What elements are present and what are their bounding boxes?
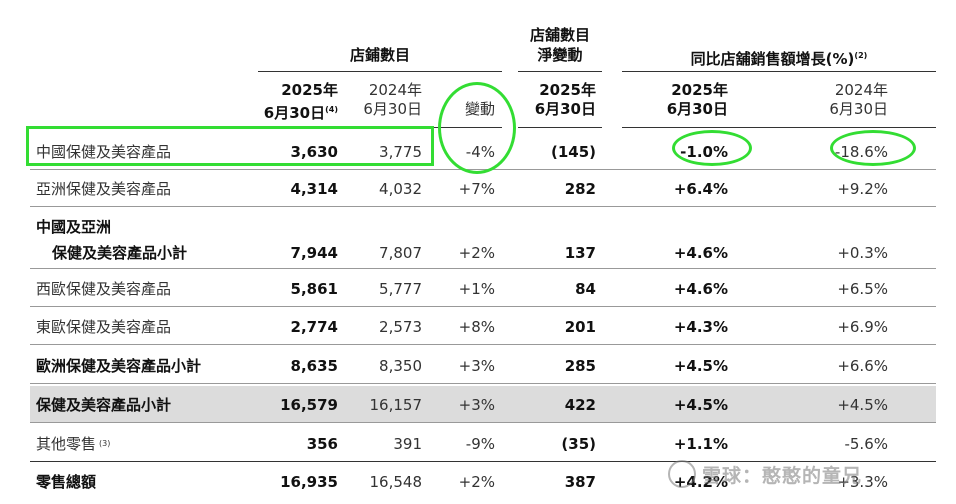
row-divider [30,206,936,207]
cell-net: (35) [561,434,596,453]
cell-net: 137 [564,244,596,262]
cell-2024: 7,807 [379,244,422,262]
cell-2025: 5,861 [290,279,338,298]
cell-growth-2025: +6.4% [673,179,728,198]
header-bottom-rule-mid [518,127,602,128]
header-store-count: 店鋪數目 [349,46,410,64]
cell-change: +8% [458,317,495,336]
cell-growth-2025: +4.5% [673,395,728,414]
cell-net: (145) [550,142,596,161]
cell-2025: 16,579 [280,395,338,414]
row-label: 保健及美容產品小計 [36,396,172,414]
sales-growth-note: (2) [854,51,868,60]
cell-2024: 8,350 [379,356,422,375]
cell-growth-2024: +9.2% [837,179,888,198]
cell-change: +7% [458,179,495,198]
highlight-oval-growth-2024 [830,130,916,166]
growth-2024-header: 2024年 6月30日 [829,81,888,118]
header-rule-sales-growth [622,71,936,72]
table-row-hbp-subtotal: 保健及美容產品小計 16,579 16,157 +3% 422 +4.5% +4… [30,386,936,423]
cell-2024: 16,157 [369,395,423,414]
row-label: 西歐保健及美容產品 [36,280,172,298]
highlight-oval-change-column [438,82,516,174]
cell-2025: 356 [306,434,338,453]
cell-growth-2025: +1.1% [673,434,728,453]
growth-2025-header: 2025年 6月30日 [666,81,728,118]
cell-net: 84 [575,279,596,298]
cell-net: 285 [564,356,596,375]
col-2025-header: 2025年 6月30日(4) [263,81,338,122]
cell-growth-2024: +6.6% [837,356,888,375]
snowball-logo-icon [668,460,696,488]
cell-2025: 3,630 [290,142,338,161]
row-divider [30,422,936,423]
cell-change: +2% [458,472,495,491]
cell-2024: 3,775 [379,142,422,161]
cell-change: +2% [458,244,495,262]
cell-growth-2024: +6.9% [837,317,888,336]
row-divider [30,268,936,269]
cell-growth-2025: +4.3% [673,317,728,336]
cell-change: +3% [458,356,495,375]
cell-growth-2024: +3.3% [837,472,888,491]
row-label-line1: 中國及亞洲 [36,218,112,236]
row-label: 東歐保健及美容產品 [36,318,172,336]
cell-2024: 4,032 [379,179,422,198]
row-divider [30,383,936,384]
cell-2025: 8,635 [290,356,338,375]
cell-net: 387 [564,472,596,491]
row-label: 中國保健及美容產品 [36,143,172,161]
cell-change: -9% [465,434,495,453]
row-divider [30,461,936,462]
col-2024-header: 2024年 6月30日 [363,81,422,118]
cell-2025: 4,314 [290,179,338,198]
cell-growth-2024: +4.5% [837,395,888,414]
table-row-other-retail: 其他零售 (3) 356 391 -9% (35) +1.1% -5.6% [30,425,936,462]
cell-net: 201 [564,317,596,336]
cell-change: +3% [458,395,495,414]
highlight-oval-growth-2025 [672,130,752,166]
watermark: 雪球：憨憨的童兄 [668,460,862,488]
cell-growth-2025: +4.6% [673,279,728,298]
cell-growth-2025: +4.5% [673,356,728,375]
table-row-eastern-europe-hbp: 東歐保健及美容產品 2,774 2,573 +8% 201 +4.3% +6.9… [30,308,936,345]
other-retail-note: (3) [99,439,111,448]
header-sales-growth: 同比店舖銷售額增長(%)(2) [690,50,868,68]
cell-change: +1% [458,279,495,298]
table-row-asia-hbp: 亞洲保健及美容產品 4,314 4,032 +7% 282 +6.4% +9.2… [30,170,936,207]
row-label: 其他零售 (3) [36,435,111,453]
header-bottom-rule-right [622,127,936,128]
highlight-box-china-row [26,126,434,166]
cell-growth-2024: -5.6% [844,434,888,453]
cell-2025: 2,774 [290,317,338,336]
header-net-change-2: 淨變動 [537,46,583,64]
cell-growth-2024: +6.5% [837,279,888,298]
cell-2024: 5,777 [379,279,422,298]
cell-2024: 391 [393,434,422,453]
row-divider [30,344,936,345]
header-rule-net-change [518,71,602,72]
header-rule-store-count [258,71,502,72]
table-row-china-asia-subtotal: 中國及亞洲 保健及美容產品小計 7,944 7,807 +2% 137 +4.6… [30,212,936,269]
table-row-western-europe-hbp: 西歐保健及美容產品 5,861 5,777 +1% 84 +4.6% +6.5% [30,270,936,307]
cell-growth-2025: +4.6% [673,244,728,262]
header-net-change-1: 店舖數目 [529,26,590,44]
row-divider [30,306,936,307]
net-2025-header: 2025年 6月30日 [534,81,596,118]
cell-2024: 16,548 [369,472,423,491]
row-label: 零售總額 [36,473,97,491]
cell-net: 422 [564,395,596,414]
row-label-line2: 保健及美容產品小計 [52,244,188,262]
cell-2025: 7,944 [290,244,338,262]
cell-net: 282 [564,179,596,198]
table-row-europe-subtotal: 歐洲保健及美容產品小計 8,635 8,350 +3% 285 +4.5% +6… [30,347,936,384]
cell-growth-2024: +0.3% [837,244,888,262]
row-label: 歐洲保健及美容產品小計 [36,357,202,375]
cell-2024: 2,573 [379,317,422,336]
cell-2025: 16,935 [280,472,338,491]
row-label: 亞洲保健及美容產品 [36,180,172,198]
